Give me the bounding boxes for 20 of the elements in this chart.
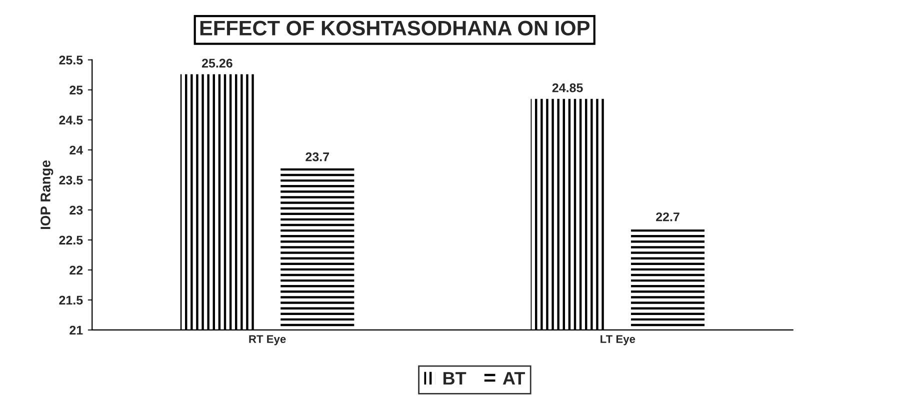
legend-label: AT [502,372,525,385]
y-tick-label: 23 [70,206,83,215]
y-axis-title: IOP Range [40,160,54,229]
y-tick-label: 24.5 [59,116,83,125]
y-tick-label: 22.5 [59,236,83,245]
data-label: 25.26 [202,58,232,68]
data-label: 22.7 [656,212,680,222]
data-label: 24.85 [552,83,583,92]
y-tick-label: 25.5 [59,56,83,64]
y-tick-label: 25 [70,86,83,95]
x-tick-label: RT Eye [249,335,286,346]
y-tick-label: 21.5 [59,296,83,305]
x-tick-label: LT Eye [600,335,636,346]
y-tick-label: 24 [70,146,84,154]
data-label: 23.7 [306,152,330,162]
y-tick-label: 23.5 [59,176,83,185]
y-tick-label: 22 [70,266,83,274]
chart-title: EFFECT OF KOSHTASODHANA ON IOP [200,20,590,36]
y-tick-label: 21 [70,326,83,334]
legend-label: BT [443,372,466,385]
